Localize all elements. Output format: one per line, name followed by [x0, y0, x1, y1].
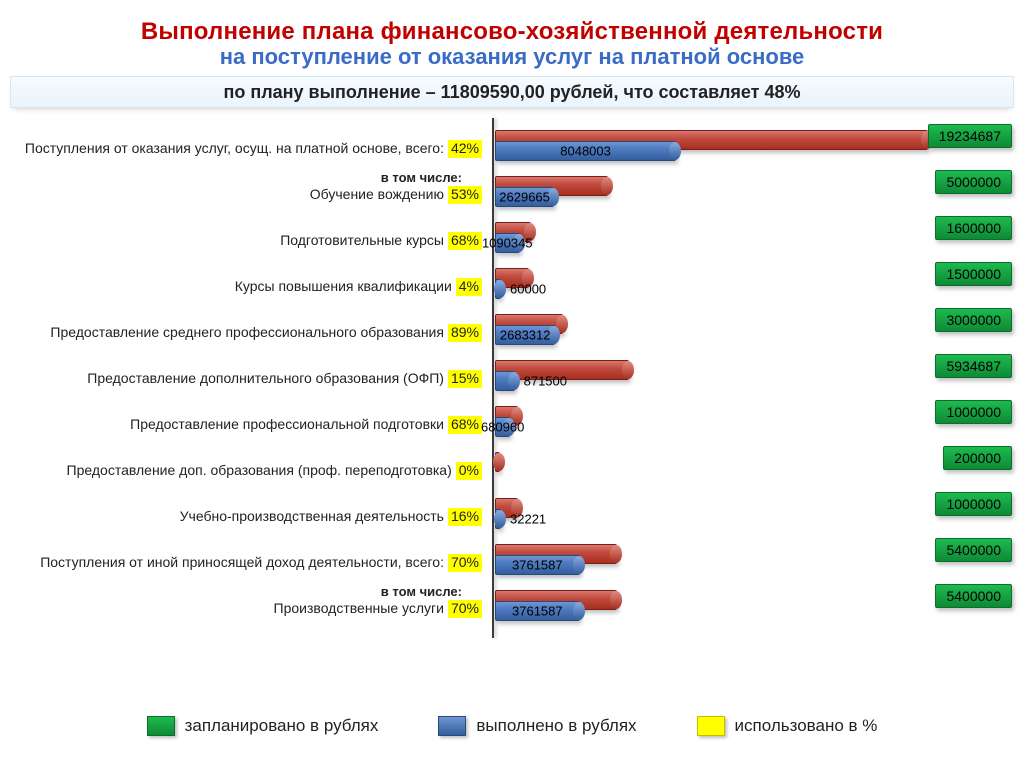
planned-value-label: 19234687 [928, 124, 1012, 148]
row-pct: 53% [448, 186, 482, 203]
row-label-text: Предоставление дополнительного образован… [87, 371, 444, 386]
row-label-text: Обучение вождению [310, 187, 444, 202]
bar-done: 32221 [495, 509, 501, 529]
row-label: Предоставление дополнительного образован… [10, 356, 490, 402]
bar-done-value: 871500 [524, 374, 567, 389]
row-label: Предоставление среднего профессиональног… [10, 310, 490, 356]
row-label: Предоставление доп. образования (проф. п… [10, 448, 490, 494]
bar-done-value: 60000 [510, 282, 546, 297]
row-pct: 4% [456, 278, 482, 295]
row-label: Подготовительные курсы 68% [10, 218, 490, 264]
chart-row: Предоставление доп. образования (проф. п… [10, 448, 1014, 494]
row-label-text: Поступления от оказания услуг, осущ. на … [25, 141, 444, 156]
row-pct: 42% [448, 140, 482, 157]
row-pct: 68% [448, 232, 482, 249]
row-label-text: Производственные услуги [274, 601, 444, 616]
bar-done-value: 2683312 [500, 328, 551, 343]
row-label-text: Предоставление доп. образования (проф. п… [67, 463, 452, 478]
bar-done: 8048003 [495, 141, 676, 161]
chart-row: Обучение вождению 53%в том числе: 2629665 5… [10, 172, 1014, 218]
bar-done: 2683312 [495, 325, 555, 345]
subnote: в том числе: [381, 584, 462, 599]
planned-value-label: 5400000 [935, 584, 1012, 608]
legend-used: использовано в % [697, 716, 878, 736]
planned-value-label: 5000000 [935, 170, 1012, 194]
chart-row: Предоставление профессиональной подготов… [10, 402, 1014, 448]
row-label: Предоставление профессиональной подготов… [10, 402, 490, 448]
bar-done-value: 1090345 [482, 236, 533, 251]
swatch-green [147, 716, 175, 736]
planned-value-label: 3000000 [935, 308, 1012, 332]
bar-done: 3761587 [495, 601, 580, 621]
chart-row: Поступления от оказания услуг, осущ. на … [10, 126, 1014, 172]
planned-value-label: 5400000 [935, 538, 1012, 562]
planned-value-label: 200000 [943, 446, 1012, 470]
chart-area: Поступления от оказания услуг, осущ. на … [10, 118, 1014, 638]
bar-done: 60000 [495, 279, 501, 299]
row-pct: 89% [448, 324, 482, 341]
row-pct: 15% [448, 370, 482, 387]
bar-done-value: 2629665 [499, 190, 550, 205]
bar-done-value: 3761587 [512, 604, 563, 619]
bar-done: 3761587 [495, 555, 580, 575]
legend-done: выполнено в рублях [438, 716, 636, 736]
row-pct: 70% [448, 600, 482, 617]
planned-value-label: 1000000 [935, 492, 1012, 516]
bar-done-value: 680960 [481, 420, 524, 435]
legend-used-label: использовано в % [735, 716, 878, 736]
bar-done-value: 32221 [510, 512, 546, 527]
title-main: Выполнение плана финансово-хозяйственной… [10, 18, 1014, 46]
summary-bar: по плану выполнение – 11809590,00 рублей… [10, 76, 1014, 108]
row-label: Курсы повышения квалификации 4% [10, 264, 490, 310]
chart-row: Курсы повышения квалификации 4% 60000 15000… [10, 264, 1014, 310]
row-pct: 16% [448, 508, 482, 525]
swatch-yellow [697, 716, 725, 736]
row-label: Поступления от иной приносящей доход дея… [10, 540, 490, 586]
chart-row: Предоставление среднего профессиональног… [10, 310, 1014, 356]
chart-row: Предоставление дополнительного образован… [10, 356, 1014, 402]
bar-done: 680960 [495, 417, 510, 437]
bar-done-value: 8048003 [560, 144, 611, 159]
bar-done: 1090345 [495, 233, 520, 253]
row-label-text: Курсы повышения квалификации [235, 279, 452, 294]
bar-done-value: 3761587 [512, 558, 563, 573]
row-label-text: Поступления от иной приносящей доход дея… [40, 555, 444, 570]
bar-planned [495, 452, 500, 472]
row-label-text: Предоставление среднего профессиональног… [50, 325, 444, 340]
chart-row: Подготовительные курсы 68% 1090345 1600000 [10, 218, 1014, 264]
row-label: Учебно-производственная деятельность 16% [10, 494, 490, 540]
row-pct: 68% [448, 416, 482, 433]
legend-planned-label: запланировано в рублях [185, 716, 379, 736]
page: Выполнение плана финансово-хозяйственной… [0, 0, 1024, 768]
title-sub: на поступление от оказания услуг на плат… [10, 44, 1014, 70]
row-label-text: Учебно-производственная деятельность [180, 509, 444, 524]
row-label-text: Предоставление профессиональной подготов… [130, 417, 444, 432]
planned-value-label: 1000000 [935, 400, 1012, 424]
planned-value-label: 5934687 [935, 354, 1012, 378]
chart-row: Учебно-производственная деятельность 16% 3… [10, 494, 1014, 540]
chart-row: Поступления от иной приносящей доход дея… [10, 540, 1014, 586]
swatch-blue [438, 716, 466, 736]
row-pct: 0% [456, 462, 482, 479]
row-pct: 70% [448, 554, 482, 571]
row-label: Поступления от оказания услуг, осущ. на … [10, 126, 490, 172]
planned-value-label: 1500000 [935, 262, 1012, 286]
planned-value-label: 1600000 [935, 216, 1012, 240]
bar-done: 2629665 [495, 187, 554, 207]
row-label-text: Подготовительные курсы [280, 233, 444, 248]
subnote: в том числе: [381, 170, 462, 185]
legend: запланировано в рублях выполнено в рубля… [0, 716, 1024, 736]
legend-done-label: выполнено в рублях [476, 716, 636, 736]
chart-row: Производственные услуги 70%в том числе: 37… [10, 586, 1014, 632]
bar-done: 871500 [495, 371, 515, 391]
legend-planned: запланировано в рублях [147, 716, 379, 736]
